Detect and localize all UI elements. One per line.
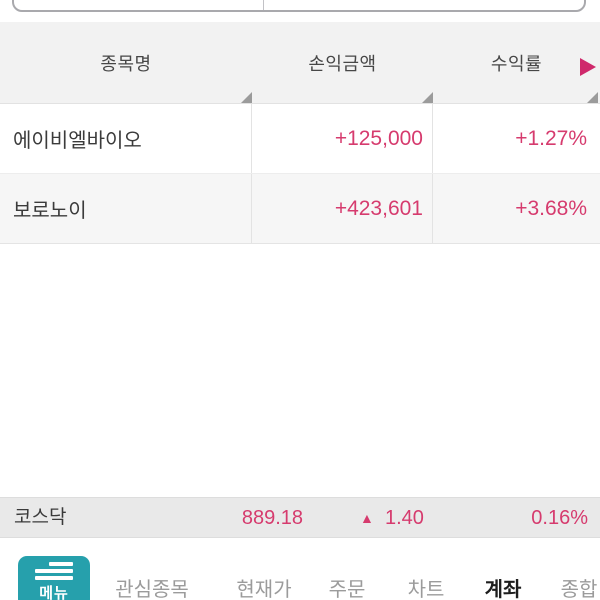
menu-button[interactable]: 메뉴	[18, 556, 90, 600]
nav-item-account[interactable]: 계좌	[484, 579, 522, 600]
column-resize-icon	[422, 92, 433, 103]
column-header-profit-amount[interactable]: 손익금액	[252, 22, 433, 103]
index-change: 1.40	[385, 507, 424, 529]
table-row[interactable]: 에이비엘바이오 +125,000 +1.27%	[0, 104, 600, 174]
nav-item-chart[interactable]: 차트	[407, 579, 445, 600]
stock-name-cell: 보로노이	[0, 174, 252, 243]
nav-item-order[interactable]: 주문	[328, 579, 366, 600]
column-header-label: 종목명	[100, 53, 152, 74]
column-header-label: 손익금액	[308, 53, 377, 74]
profit-amount-cell: +125,000	[252, 104, 433, 173]
table-header-row: 종목명 손익금액 수익률	[0, 22, 600, 104]
stock-name-cell: 에이비엘바이오	[0, 104, 252, 173]
column-header-stock-name[interactable]: 종목명	[0, 22, 252, 103]
menu-button-label: 메뉴	[39, 585, 69, 600]
hamburger-icon	[35, 562, 73, 580]
bottom-nav: 메뉴 관심종목 현재가 주문 차트 계좌 종합	[0, 556, 600, 600]
index-change-rate: 0.16%	[531, 507, 588, 529]
account-control	[12, 0, 586, 12]
column-header-return-rate[interactable]: 수익률	[433, 22, 600, 103]
index-name: 코스닥	[14, 507, 67, 528]
column-header-label: 수익률	[490, 53, 543, 74]
profit-amount-cell: +423,601	[252, 174, 433, 243]
account-password-field[interactable]	[264, 0, 584, 10]
column-resize-icon	[241, 92, 252, 103]
return-rate-cell: +1.27%	[515, 126, 587, 150]
up-triangle-icon: ▲	[360, 510, 374, 526]
nav-item-current-price[interactable]: 현재가	[236, 579, 292, 600]
return-rate-cell: +3.68%	[515, 196, 587, 220]
table-row[interactable]: 보로노이 +423,601 +3.68%	[0, 174, 600, 244]
account-select-field[interactable]	[14, 0, 264, 10]
nav-item-watchlist[interactable]: 관심종목	[115, 579, 189, 600]
nav-item-overview[interactable]: 종합	[560, 579, 598, 600]
column-resize-icon	[587, 92, 598, 103]
index-value: 889.18	[241, 507, 303, 529]
index-status-bar[interactable]: 코스닥 889.18 ▲ 1.40 0.16%	[0, 497, 600, 538]
